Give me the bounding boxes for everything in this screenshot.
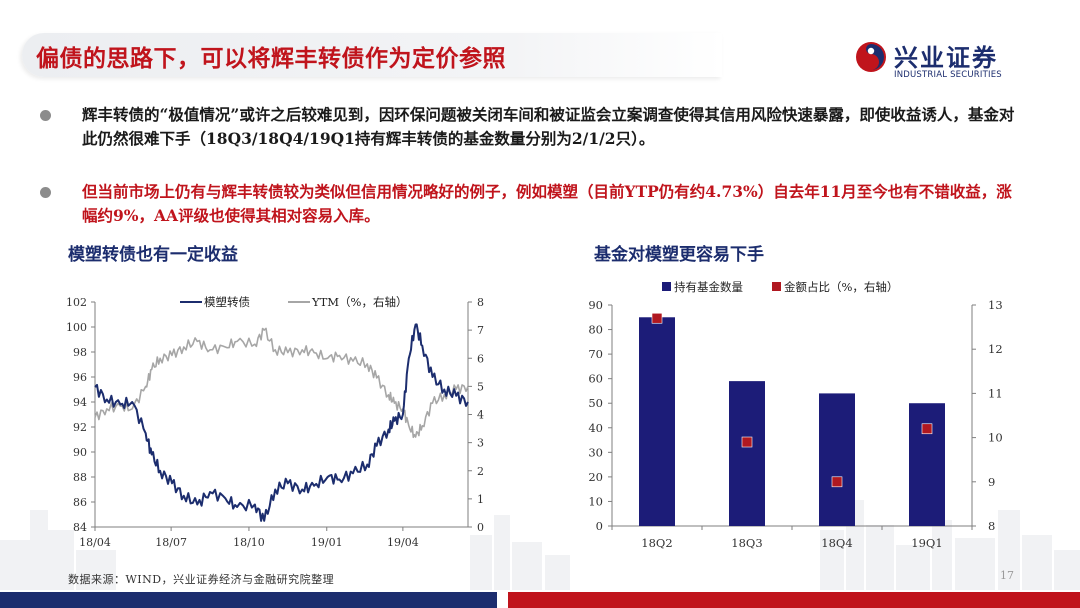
y-tick-label-left: 80: [588, 323, 603, 337]
y-tick-label-left: 50: [588, 396, 603, 410]
y-tick-label-right: 8: [988, 519, 995, 533]
bar-fund-count: [729, 381, 765, 526]
logo-name-cn: 兴业证券: [894, 44, 998, 72]
bullet-dot-icon: [40, 187, 51, 198]
x-tick-label: 19Q1: [911, 536, 942, 550]
bar-chart-series: [639, 312, 945, 526]
y-tick-label-right: 5: [477, 380, 484, 393]
company-logo: 兴业证券 INDUSTRIAL SECURITIES: [854, 38, 1014, 84]
line-chart-series: [94, 323, 469, 522]
y-tick-label-left: 30: [588, 445, 603, 459]
slide-title: 偏债的思路下，可以将辉丰转债作为定价参照: [36, 46, 506, 72]
y-tick-label-right: 7: [477, 324, 484, 337]
x-tick-label: 18/04: [79, 536, 111, 549]
y-tick-label-left: 96: [73, 371, 87, 384]
x-tick-label: 19/01: [311, 536, 343, 549]
y-tick-label-left: 0: [596, 519, 603, 533]
y-tick-label-right: 4: [477, 409, 484, 422]
x-tick-label: 19/04: [387, 536, 419, 549]
bar-chart-axes: 0 10 20 30 40 50 60 70 80 90 8 9 10 11 12 13 18Q2 18Q3 18Q…: [588, 298, 1002, 550]
marker-amount-ratio: [831, 476, 843, 488]
title-bar: [22, 33, 722, 77]
y-tick-label-left: 102: [66, 296, 87, 309]
line-chart: 84 86 88 90 92 94 96 98 100 102 0 1 2 3 4 5 6 7 8 18/04 18/0…: [66, 295, 484, 549]
y-tick-label-left: 86: [73, 496, 87, 509]
y-tick-label-right: 9: [988, 475, 995, 489]
y-tick-label-left: 88: [73, 471, 87, 484]
y-tick-label-left: 100: [66, 321, 87, 334]
y-tick-label-left: 40: [588, 421, 603, 435]
y-tick-label-left: 60: [588, 372, 603, 386]
legend-label: 持有基金数量: [674, 280, 743, 294]
bullet-text-highlight: 但当前市场上仍有与辉丰转债较为类似但信用情况略好的例子，例如模塑（目前YTP仍有…: [82, 182, 1012, 225]
logo-mark-icon: [856, 42, 886, 72]
y-tick-label-right: 8: [477, 296, 484, 309]
y-tick-label-left: 90: [588, 298, 603, 312]
y-tick-label-right: 12: [988, 342, 1003, 356]
bar-chart: 0 10 20 30 40 50 60 70 80 90 8 9 10 11 12 13 18Q2 18Q3 18Q…: [588, 280, 1002, 550]
y-tick-label-left: 84: [73, 521, 87, 534]
y-tick-label-right: 13: [988, 298, 1003, 312]
series-line-ytm: [94, 327, 469, 439]
bar-fund-count: [909, 403, 945, 526]
y-tick-label-left: 20: [588, 470, 603, 484]
y-tick-label-left: 98: [73, 346, 87, 359]
y-tick-label-right: 0: [477, 521, 484, 534]
bar-chart-legend: 持有基金数量 金额占比（%，右轴）: [662, 280, 898, 294]
bullet-text: 辉丰转债的“极值情况”或许之后较难见到，因环保问题被关闭车间和被证监会立案调查使…: [82, 105, 1015, 148]
legend-label: 金额占比（%，右轴）: [784, 280, 898, 294]
chart-title-right: 基金对模塑更容易下手: [594, 245, 764, 265]
marker-amount-ratio: [651, 312, 663, 324]
skyline-background: [0, 500, 1080, 590]
bar-fund-count: [639, 317, 675, 526]
marker-amount-ratio: [921, 423, 933, 435]
legend-label: 模塑转债: [204, 295, 250, 309]
chart-title-left: 模塑转债也有一定收益: [68, 245, 238, 265]
y-tick-label-right: 3: [477, 437, 484, 450]
footer-bar: [0, 592, 1080, 608]
y-tick-label-left: 90: [73, 446, 87, 459]
line-chart-axes: 84 86 88 90 92 94 96 98 100 102 0 1 2 3 4 5 6 7 8 18/04 18/0…: [66, 296, 484, 549]
line-chart-legend: 模塑转债 YTM（%，右轴）: [180, 295, 407, 309]
data-source-note: 数据来源：WIND，兴业证券经济与金融研究院整理: [68, 573, 335, 586]
y-tick-label-left: 10: [588, 494, 603, 508]
logo-name-en: INDUSTRIAL SECURITIES: [894, 70, 1002, 80]
x-tick-label: 18/10: [233, 536, 265, 549]
bullet-dot-icon: [40, 110, 51, 121]
legend-label: YTM（%，右轴）: [311, 295, 407, 309]
legend-swatch: [772, 282, 781, 291]
y-tick-label-right: 1: [477, 493, 484, 506]
y-tick-label-right: 11: [988, 386, 1003, 400]
marker-amount-ratio: [741, 436, 753, 448]
y-tick-label-right: 6: [477, 352, 484, 365]
y-tick-label-left: 92: [73, 421, 87, 434]
y-tick-label-right: 10: [988, 431, 1003, 445]
y-tick-label-right: 2: [477, 465, 484, 478]
bar-fund-count: [819, 393, 855, 526]
x-tick-label: 18Q2: [641, 536, 672, 550]
x-tick-label: 18Q4: [821, 536, 852, 550]
series-line-bond-price: [94, 323, 469, 522]
legend-swatch: [662, 282, 671, 291]
x-tick-label: 18/07: [155, 536, 187, 549]
x-tick-label: 18Q3: [731, 536, 762, 550]
page-number: 17: [1000, 569, 1014, 582]
y-tick-label-left: 94: [73, 396, 87, 409]
y-tick-label-left: 70: [588, 347, 603, 361]
